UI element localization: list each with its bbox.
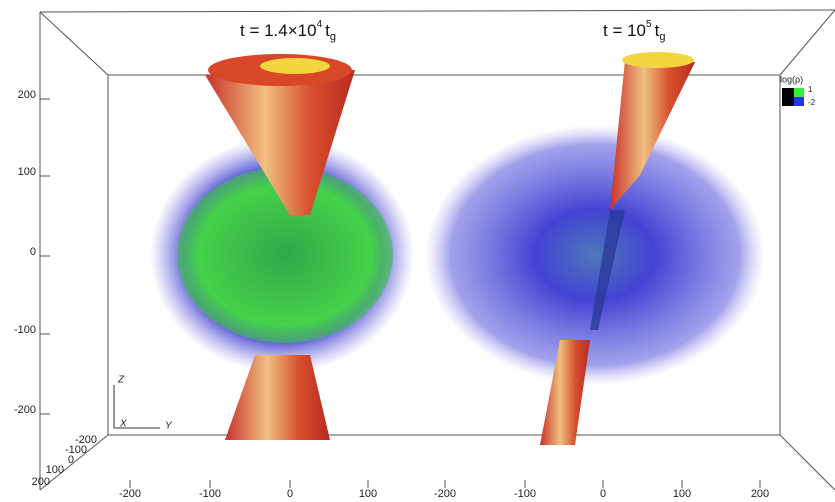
z-tick-label: 0 <box>30 246 36 258</box>
z-tick-label: 100 <box>18 166 36 178</box>
x-tick-label: 200 <box>32 476 50 488</box>
title-unit: t <box>325 21 330 40</box>
z-tick-label: 200 <box>18 89 36 101</box>
colorbar-max: 1 <box>808 85 813 94</box>
axis-triad: Z X Y <box>113 375 173 432</box>
title-unit: t <box>655 21 660 40</box>
y-axis-label: Y <box>165 421 173 432</box>
panel-title: t = 105 tg <box>603 19 665 43</box>
title-prefix: t = 1.4×10 <box>240 21 317 40</box>
title-subscript: g <box>659 31 665 43</box>
x-tick-label: -200 <box>75 434 97 446</box>
y-tick-label: -100 <box>199 488 221 500</box>
x-tick-label: 0 <box>68 454 74 466</box>
y-tick-label: 0 <box>600 488 606 500</box>
colorbar-min: -2 <box>808 98 816 107</box>
left-render <box>150 54 414 440</box>
title-exponent: 5 <box>646 19 652 30</box>
title-prefix: t = 10 <box>603 21 646 40</box>
y-tick-label: 100 <box>359 488 377 500</box>
x-axis-label: X <box>119 419 127 430</box>
colorbar-label: log(ρ) <box>780 74 803 84</box>
y-tick-label: -200 <box>119 488 141 500</box>
title-exponent: 4 <box>317 19 323 30</box>
bounding-box <box>39 9 835 491</box>
panel-title: t = 1.4×104 tg <box>240 19 336 43</box>
y-tick-label: -200 <box>434 488 456 500</box>
z-axis-label: Z <box>117 375 125 386</box>
z-tick-label: -200 <box>14 404 36 416</box>
z-tick-label: -100 <box>14 324 36 336</box>
y-tick-label: 100 <box>673 488 691 500</box>
x-tick-label: 100 <box>46 464 64 476</box>
colorbar: log(ρ) 1 -2 <box>780 74 816 107</box>
y-tick-label: -100 <box>514 488 536 500</box>
y-tick-label: 200 <box>751 488 769 500</box>
title-subscript: g <box>330 31 336 43</box>
y-tick-label: 0 <box>287 488 293 500</box>
x-tick-label: -100 <box>65 444 87 456</box>
right-render <box>425 52 765 445</box>
